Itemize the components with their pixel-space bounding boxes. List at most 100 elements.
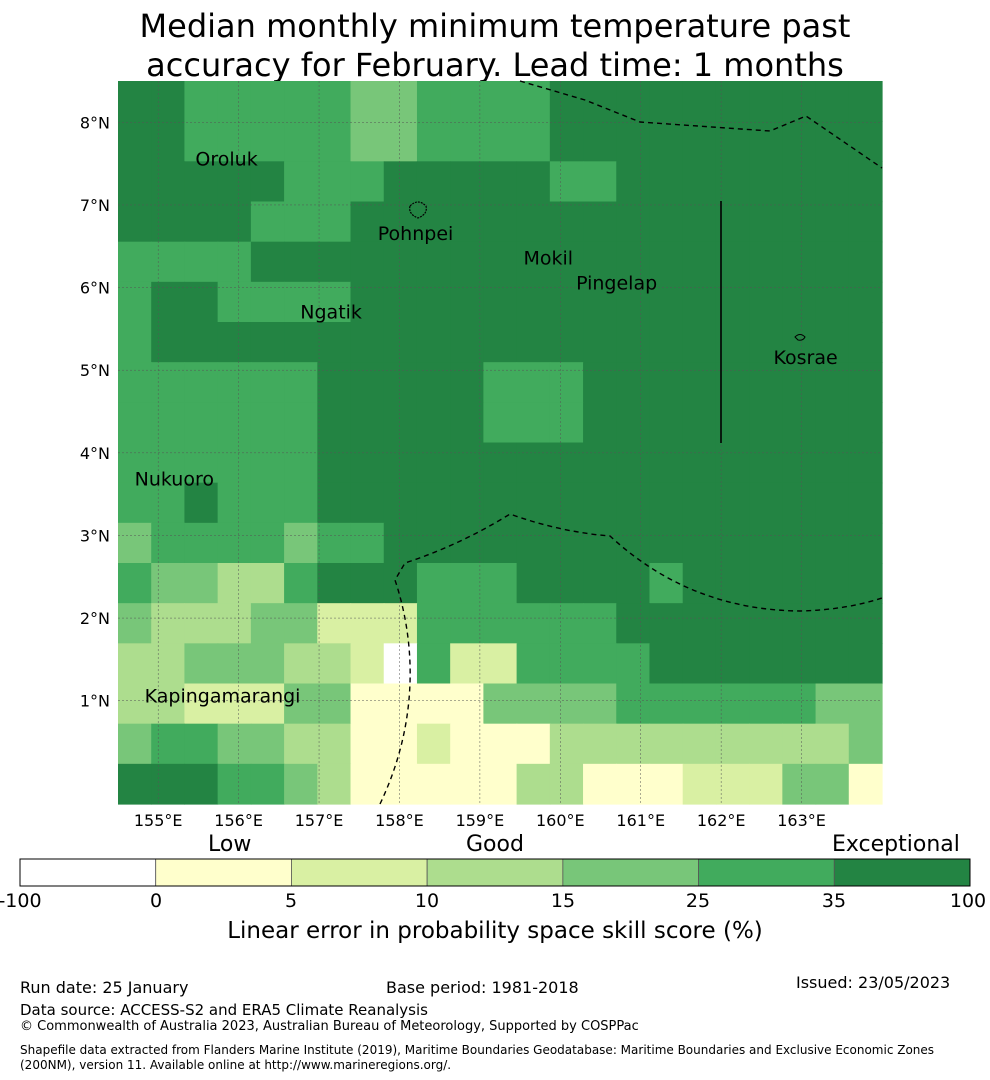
skill-cell (250, 522, 285, 564)
skill-cell (649, 522, 684, 564)
skill-cell (583, 121, 617, 162)
skill-cell (848, 161, 883, 203)
copyright: © Commonwealth of Australia 2023, Austra… (20, 1019, 639, 1034)
skill-cell (483, 161, 518, 203)
skill-cell (616, 442, 651, 484)
skill-cell (549, 281, 584, 323)
skill-cell (782, 603, 817, 644)
skill-cell (118, 563, 152, 604)
skill-cell (848, 763, 883, 805)
skill-cell (383, 201, 418, 243)
skill-cell (217, 161, 252, 203)
skill-cell (118, 482, 152, 524)
skill-cell (118, 281, 152, 323)
lon-tick-label: 162°E (697, 811, 746, 830)
skill-cell (151, 522, 186, 564)
skill-cell (682, 522, 717, 564)
skill-cell (549, 643, 584, 685)
skill-cell (848, 723, 883, 765)
lon-tick-label: 159°E (456, 811, 505, 830)
place-label: Nukuoro (135, 468, 214, 490)
skill-cell (284, 322, 318, 363)
skill-cell (483, 442, 518, 484)
skill-cell (583, 563, 617, 604)
skill-cell (284, 241, 318, 283)
skill-cell (250, 201, 285, 243)
lat-tick-label: 5°N (80, 361, 110, 380)
skill-cell (583, 402, 617, 444)
base-period: Base period: 1981-2018 (386, 978, 579, 997)
skill-cell (284, 763, 318, 805)
skill-cell (549, 362, 584, 403)
skill-cell (350, 161, 385, 203)
skill-cell (217, 522, 252, 564)
skill-cell (516, 683, 551, 725)
skill-cell (649, 603, 684, 644)
skill-cell (749, 402, 783, 444)
skill-cell (549, 402, 584, 444)
skill-cell (450, 763, 484, 805)
skill-cell (350, 402, 385, 444)
skill-cell (416, 603, 451, 644)
skill-cell (715, 563, 750, 604)
lat-tick-label: 6°N (80, 279, 110, 298)
pohnpei-island-outline (409, 201, 427, 219)
skill-cell (782, 683, 817, 725)
skill-cell (383, 281, 418, 323)
skill-cell (549, 442, 584, 484)
skill-cell (416, 322, 451, 363)
place-label: Kapingamarangi (145, 686, 301, 708)
skill-cell (815, 603, 850, 644)
skill-cell (715, 442, 750, 484)
skill-cell (616, 723, 651, 765)
skill-cell (715, 161, 750, 203)
shapefile-credit: Shapefile data extracted from Flanders M… (20, 1043, 935, 1072)
skill-cell (682, 563, 717, 604)
skill-cell (516, 563, 551, 604)
skill-cell (848, 281, 883, 323)
skill-cell (649, 241, 684, 283)
skill-cell (284, 522, 318, 564)
skill-cell (848, 241, 883, 283)
skill-cell (250, 161, 285, 203)
skill-cell (383, 643, 418, 685)
skill-cell (815, 161, 850, 203)
skill-cell (583, 322, 617, 363)
skill-cell (815, 522, 850, 564)
skill-cell (350, 442, 385, 484)
skill-cell (782, 161, 817, 203)
skill-cell (549, 322, 584, 363)
skill-cell (815, 121, 850, 162)
colorbar-label: Linear error in probability space skill … (227, 918, 763, 944)
skill-cell (483, 362, 518, 403)
skill-cell (616, 763, 651, 805)
skill-cell (184, 322, 219, 363)
lon-tick-label: 156°E (214, 811, 263, 830)
skill-cell (649, 362, 684, 403)
skill-cell (350, 522, 385, 564)
place-label: Mokil (523, 248, 573, 270)
skill-cell (616, 121, 651, 162)
skill-cell (151, 643, 186, 685)
skill-cell (217, 763, 252, 805)
skill-cell (450, 281, 484, 323)
skill-cell (583, 201, 617, 243)
skill-cell (583, 643, 617, 685)
lon-tick-label: 163°E (777, 811, 826, 830)
skill-cell (549, 563, 584, 604)
skill-cell (616, 362, 651, 403)
skill-cell (317, 723, 352, 765)
skill-cell (815, 683, 850, 725)
skill-cell (749, 201, 783, 243)
skill-cell (383, 241, 418, 283)
skill-cell (749, 482, 783, 524)
lat-tick-label: 4°N (80, 444, 110, 463)
skill-cell (649, 281, 684, 323)
skill-cell (217, 482, 252, 524)
skill-cell (250, 362, 285, 403)
skill-cell (682, 121, 717, 162)
colorbar-tick: -100 (0, 890, 42, 912)
kosrae-island-outline (794, 334, 806, 341)
skill-cell (118, 241, 152, 283)
